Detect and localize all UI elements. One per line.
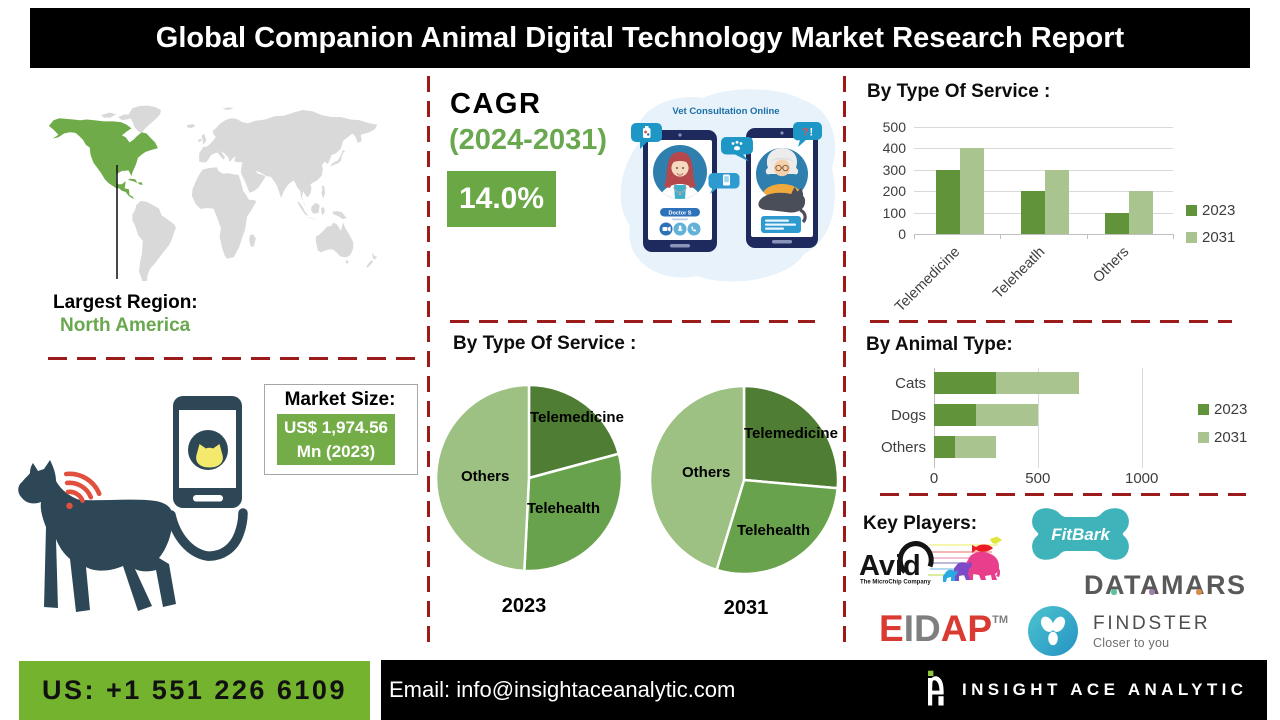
svg-text:FitBark: FitBark [1051,525,1111,544]
svg-text:?: ? [802,127,809,139]
svg-text:!: ! [810,127,814,139]
svg-text:Vet Consultation Online: Vet Consultation Online [672,106,779,117]
svg-text:Doctor S: Doctor S [669,211,692,217]
svg-text:The MicroChip Company: The MicroChip Company [860,580,931,586]
svg-text:Avid: Avid [859,550,921,582]
